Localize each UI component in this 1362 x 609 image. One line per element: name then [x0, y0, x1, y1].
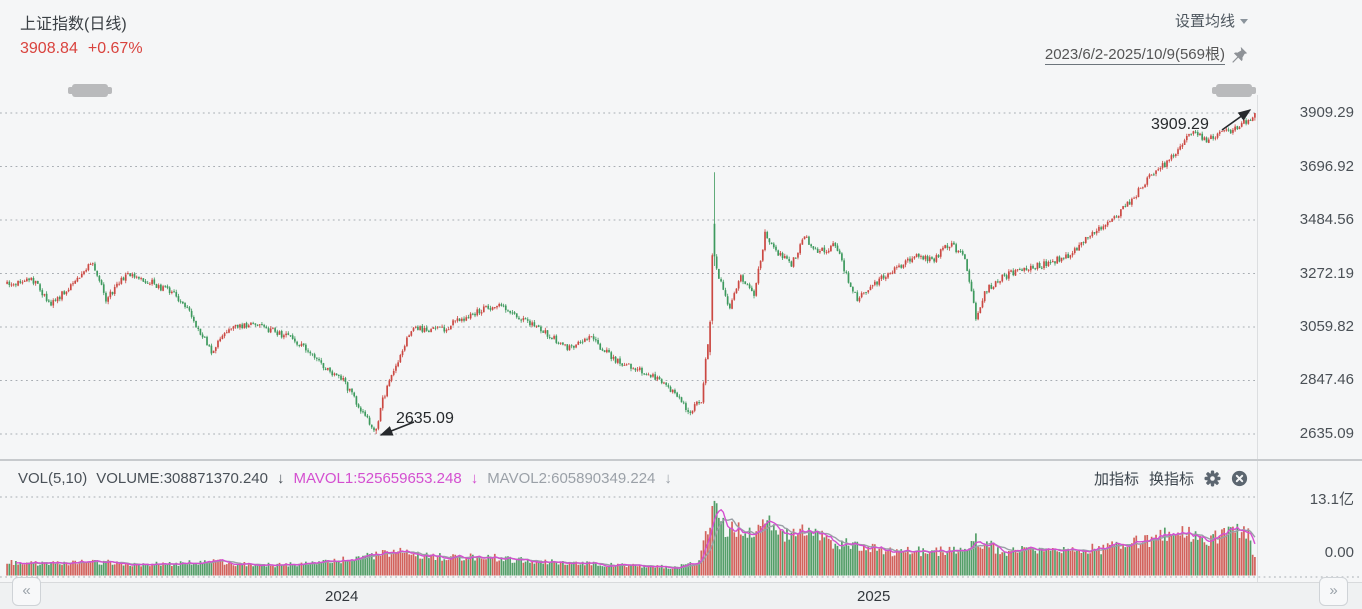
volume-axis-max: 13.1亿 [1309, 491, 1354, 508]
mavol2-down-arrow-icon: ↓ [664, 469, 672, 487]
price-axis-tick: 3272.19 [1299, 264, 1354, 282]
switch-indicator-button[interactable]: 换指标 [1148, 470, 1194, 488]
last-price: 3908.84 [20, 40, 78, 57]
chevron-down-icon [1240, 19, 1248, 24]
pin-icon[interactable] [1231, 46, 1248, 63]
ma-settings-label: 设置均线 [1174, 13, 1235, 30]
ma-settings-button[interactable]: 设置均线 [1175, 10, 1248, 31]
indicator-actions: 加指标 换指标 [1094, 463, 1248, 493]
year-label-2024: 2024 [325, 588, 359, 605]
price-axis-tick: 3059.82 [1299, 318, 1354, 335]
price-axis-tick: 2635.09 [1299, 425, 1354, 442]
volume-axis-min: 0.00 [1324, 544, 1354, 561]
annotation-low: 2635.09 [396, 410, 454, 427]
price-axis-tick: 3484.56 [1299, 210, 1354, 228]
gear-icon[interactable] [1204, 470, 1221, 487]
year-label-2025: 2025 [857, 588, 891, 605]
mavol1-value: MAVOL1:525659653.248 [293, 469, 462, 487]
vol-params-label: VOL(5,10) [18, 469, 88, 487]
volume-down-arrow-icon: ↓ [277, 469, 285, 487]
close-icon[interactable] [1231, 470, 1248, 487]
range-slider-right-handle[interactable] [1212, 84, 1256, 97]
price-row: 3908.84 +0.67% [20, 40, 143, 58]
scroll-left-button[interactable]: « [12, 577, 41, 606]
price-axis-tick: 2847.46 [1299, 371, 1354, 389]
price-axis-tick: 3696.92 [1299, 157, 1354, 175]
mavol2-value: MAVOL2:605890349.224 [487, 469, 656, 487]
volume-value: VOLUME:308871370.240 [96, 469, 268, 487]
pane-separator [0, 459, 1362, 461]
volume-indicator-bar: VOL(5,10) VOLUME:308871370.240 ↓ MAVOL1:… [0, 463, 1068, 493]
mavol1-down-arrow-icon: ↓ [470, 469, 479, 487]
time-axis-band [0, 582, 1362, 609]
chart-title: 上证指数(日线) [20, 16, 127, 33]
range-slider-left-handle[interactable] [68, 84, 112, 97]
change-percent: +0.67% [87, 40, 143, 57]
date-range-link[interactable]: 2023/6/2-2025/10/9(569根) [1044, 43, 1225, 65]
annotation-high: 3909.29 [1151, 116, 1209, 133]
add-indicator-button[interactable]: 加指标 [1093, 470, 1139, 488]
scroll-right-button[interactable]: » [1319, 577, 1348, 606]
price-axis-tick: 3909.29 [1299, 104, 1354, 121]
date-range-control: 2023/6/2-2025/10/9(569根) [1044, 43, 1248, 65]
